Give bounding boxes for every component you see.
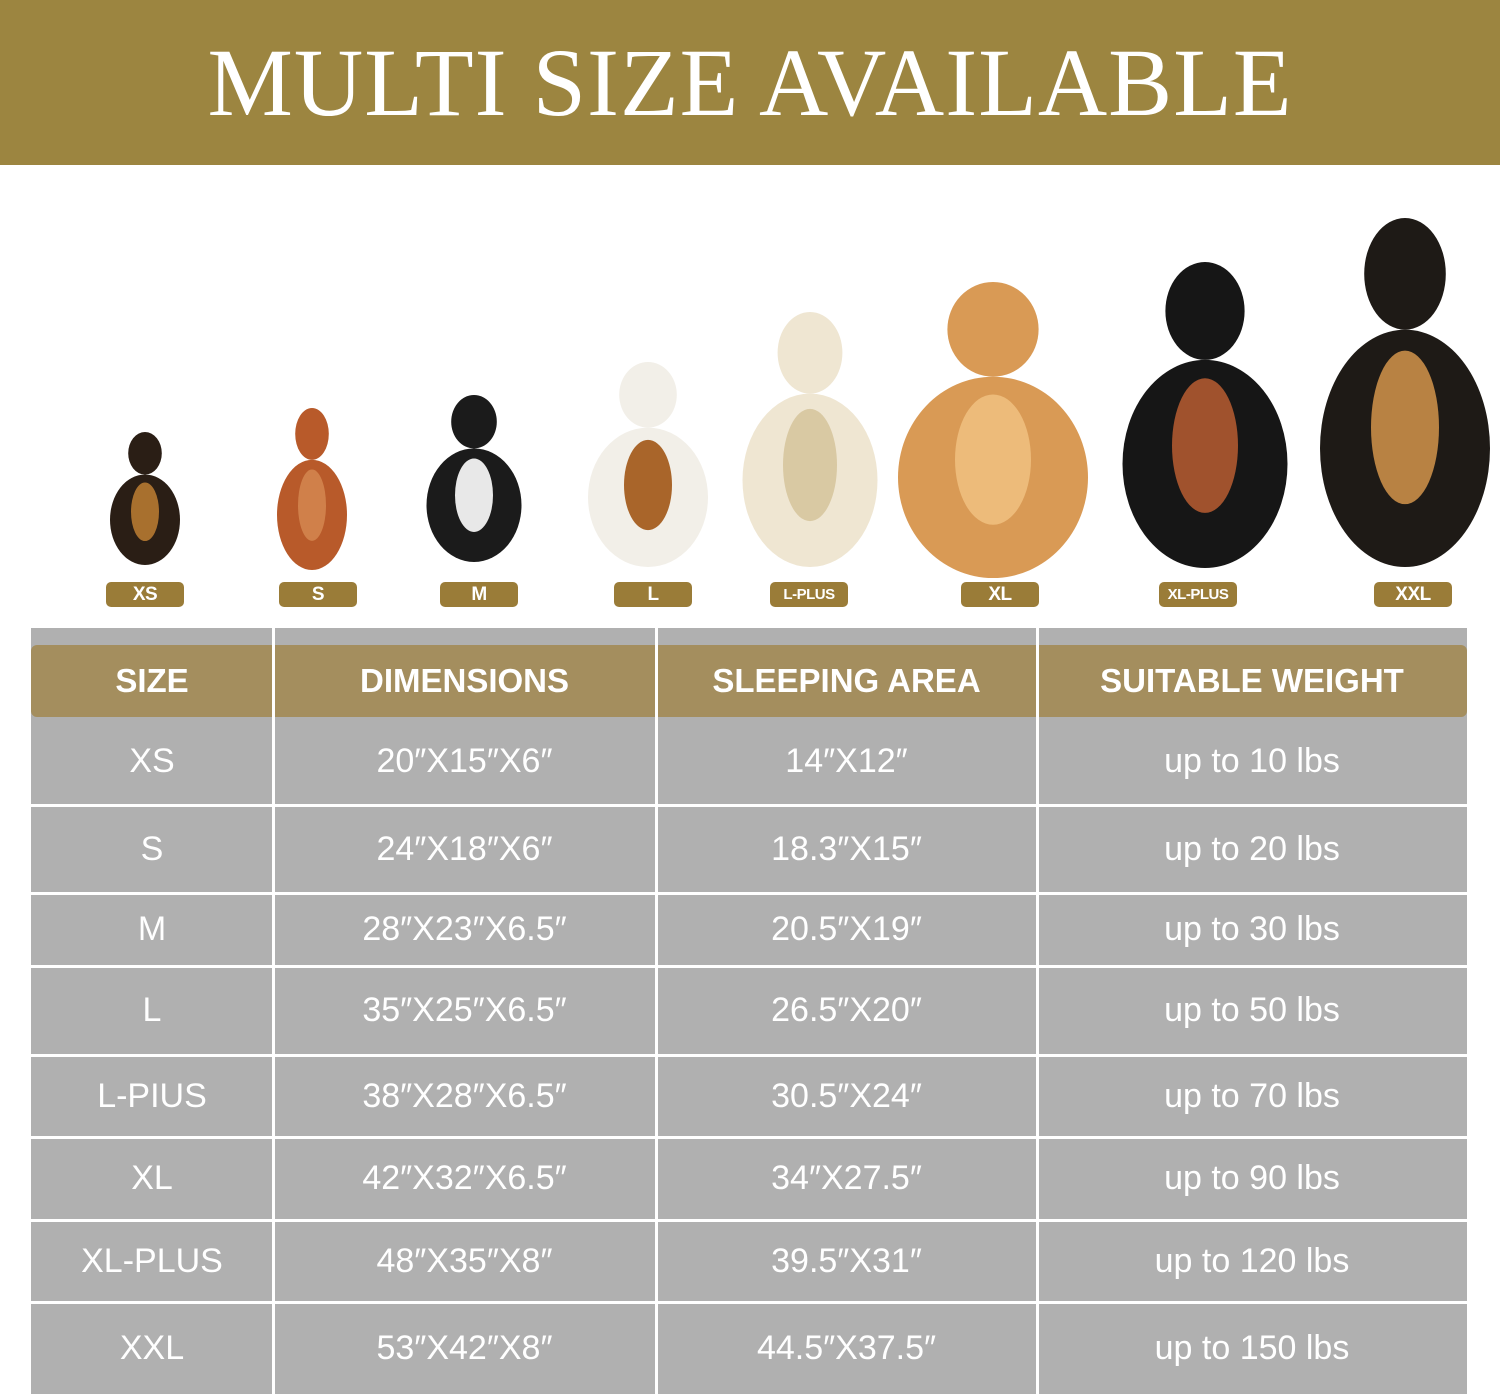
table-cell: up to 120 lbs: [1154, 1241, 1350, 1280]
dachshund-icon: [110, 432, 180, 565]
column-header: DIMENSIONS: [359, 662, 570, 699]
table-cell: up to 150 lbs: [1154, 1328, 1350, 1367]
german-shepherd-icon: [1320, 218, 1490, 567]
table-cell: 35″X25″X6.5″: [362, 991, 567, 1029]
column-divider: [1036, 628, 1039, 1394]
beagle-icon: [588, 362, 708, 567]
column-header: SLEEPING AREA: [712, 662, 981, 699]
row-divider: [31, 1219, 1467, 1222]
size-badge-m: M: [440, 582, 518, 607]
size-badge-xl: XL: [961, 582, 1039, 607]
table-cell: 20″X15″X6″: [376, 741, 553, 780]
table-cell: up to 50 lbs: [1164, 991, 1340, 1029]
french-bulldog-icon: [426, 395, 522, 562]
size-badge-l-plus: L-PLUS: [770, 582, 848, 607]
golden-retriever-icon: [898, 282, 1088, 578]
table-cell: XS: [129, 741, 175, 780]
size-table: SIZE DIMENSIONS SLEEPING AREA SUITABLE WEIG…: [31, 628, 1467, 1394]
column-header: SUITABLE WEIGHT: [1100, 662, 1404, 699]
size-badge-l: L: [614, 582, 692, 607]
labrador-icon: [742, 312, 878, 567]
size-badge-xl-plus: XL-PLUS: [1159, 582, 1237, 607]
table-cell: 48″X35″X8″: [376, 1241, 553, 1280]
table-header-row: [31, 645, 1467, 717]
table-cell: 26.5″X20″: [771, 991, 922, 1029]
table-cell: up to 30 lbs: [1164, 910, 1340, 948]
table-cell: 24″X18″X6″: [376, 829, 553, 868]
table-cell: 20.5″X19″: [771, 910, 922, 948]
row-divider: [31, 965, 1467, 968]
table-cell: L: [142, 991, 162, 1029]
table-cell: M: [137, 910, 167, 948]
table-cell: XXL: [119, 1328, 185, 1367]
column-header: SIZE: [115, 662, 189, 699]
size-badge-xxl: XXL: [1374, 582, 1452, 607]
table-cell: XL: [131, 1159, 173, 1197]
row-divider: [31, 804, 1467, 807]
table-cell: L-PIUS: [97, 1076, 207, 1115]
table-cell: up to 20 lbs: [1164, 829, 1340, 868]
row-divider: [31, 1301, 1467, 1304]
table-cell: 39.5″X31″: [771, 1241, 922, 1280]
table-cell: 28″X23″X6.5″: [362, 910, 567, 948]
dog-lineup: [110, 218, 1490, 578]
doberman-icon: [1122, 262, 1288, 568]
poodle-icon: [277, 408, 347, 570]
table-cell: 53″X42″X8″: [376, 1328, 553, 1367]
row-divider: [31, 1054, 1467, 1057]
table-cell: S: [140, 829, 164, 868]
row-divider: [31, 892, 1467, 895]
table-cell: 42″X32″X6.5″: [362, 1159, 567, 1197]
table-cell: up to 70 lbs: [1164, 1076, 1340, 1115]
table-cell: up to 10 lbs: [1164, 741, 1340, 780]
table-cell: up to 90 lbs: [1164, 1159, 1340, 1197]
table-cell: 18.3″X15″: [771, 829, 922, 868]
table-cell: 30.5″X24″: [771, 1076, 922, 1115]
table-cell: 44.5″X37.5″: [756, 1328, 937, 1367]
title-banner: MULTI SIZE AVAILABLE: [0, 0, 1500, 165]
size-badge-xs: XS: [106, 582, 184, 607]
table-cell: 14″X12″: [785, 741, 908, 780]
row-divider: [31, 1136, 1467, 1139]
size-badge-s: S: [279, 582, 357, 607]
column-divider: [655, 628, 658, 1394]
banner-title: MULTI SIZE AVAILABLE: [207, 29, 1293, 136]
column-divider: [272, 628, 275, 1394]
table-cell: 38″X28″X6.5″: [362, 1076, 567, 1115]
table-cell: 34″X27.5″: [771, 1159, 922, 1197]
table-cell: XL-PLUS: [81, 1241, 223, 1280]
